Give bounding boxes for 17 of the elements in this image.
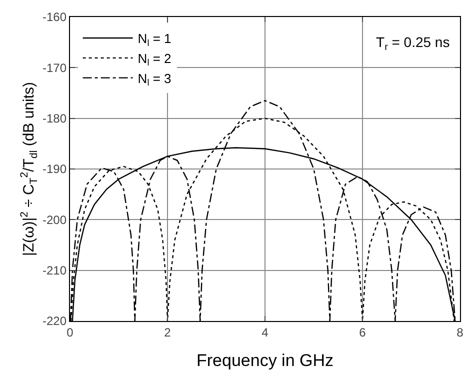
y-tick-label: -160 <box>42 10 67 24</box>
legend-label: N$_{l}$ = 1 <box>138 31 172 48</box>
legend-label: N$_{l}$ = 3 <box>138 70 172 88</box>
y-tick-label: -190 <box>42 162 67 176</box>
x-axis-title: Frequency in GHz <box>196 350 334 370</box>
x-tick-label: 4 <box>262 326 269 340</box>
annotation: T$_{r}$ = 0.25 ns <box>376 34 450 53</box>
y-tick-label: -180 <box>42 112 67 126</box>
x-tick-label: 0 <box>66 326 74 340</box>
legend-label: N$_{l}$ = 2 <box>138 51 172 68</box>
y-tick-label: -220 <box>42 314 67 328</box>
y-tick-label: -170 <box>42 60 67 75</box>
x-tick-label: 6 <box>359 326 366 340</box>
x-tick-label: 8 <box>456 326 464 340</box>
y-tick-label: -210 <box>42 264 67 278</box>
y-tick-label: -200 <box>42 212 67 227</box>
x-tick-label: 2 <box>164 326 172 340</box>
